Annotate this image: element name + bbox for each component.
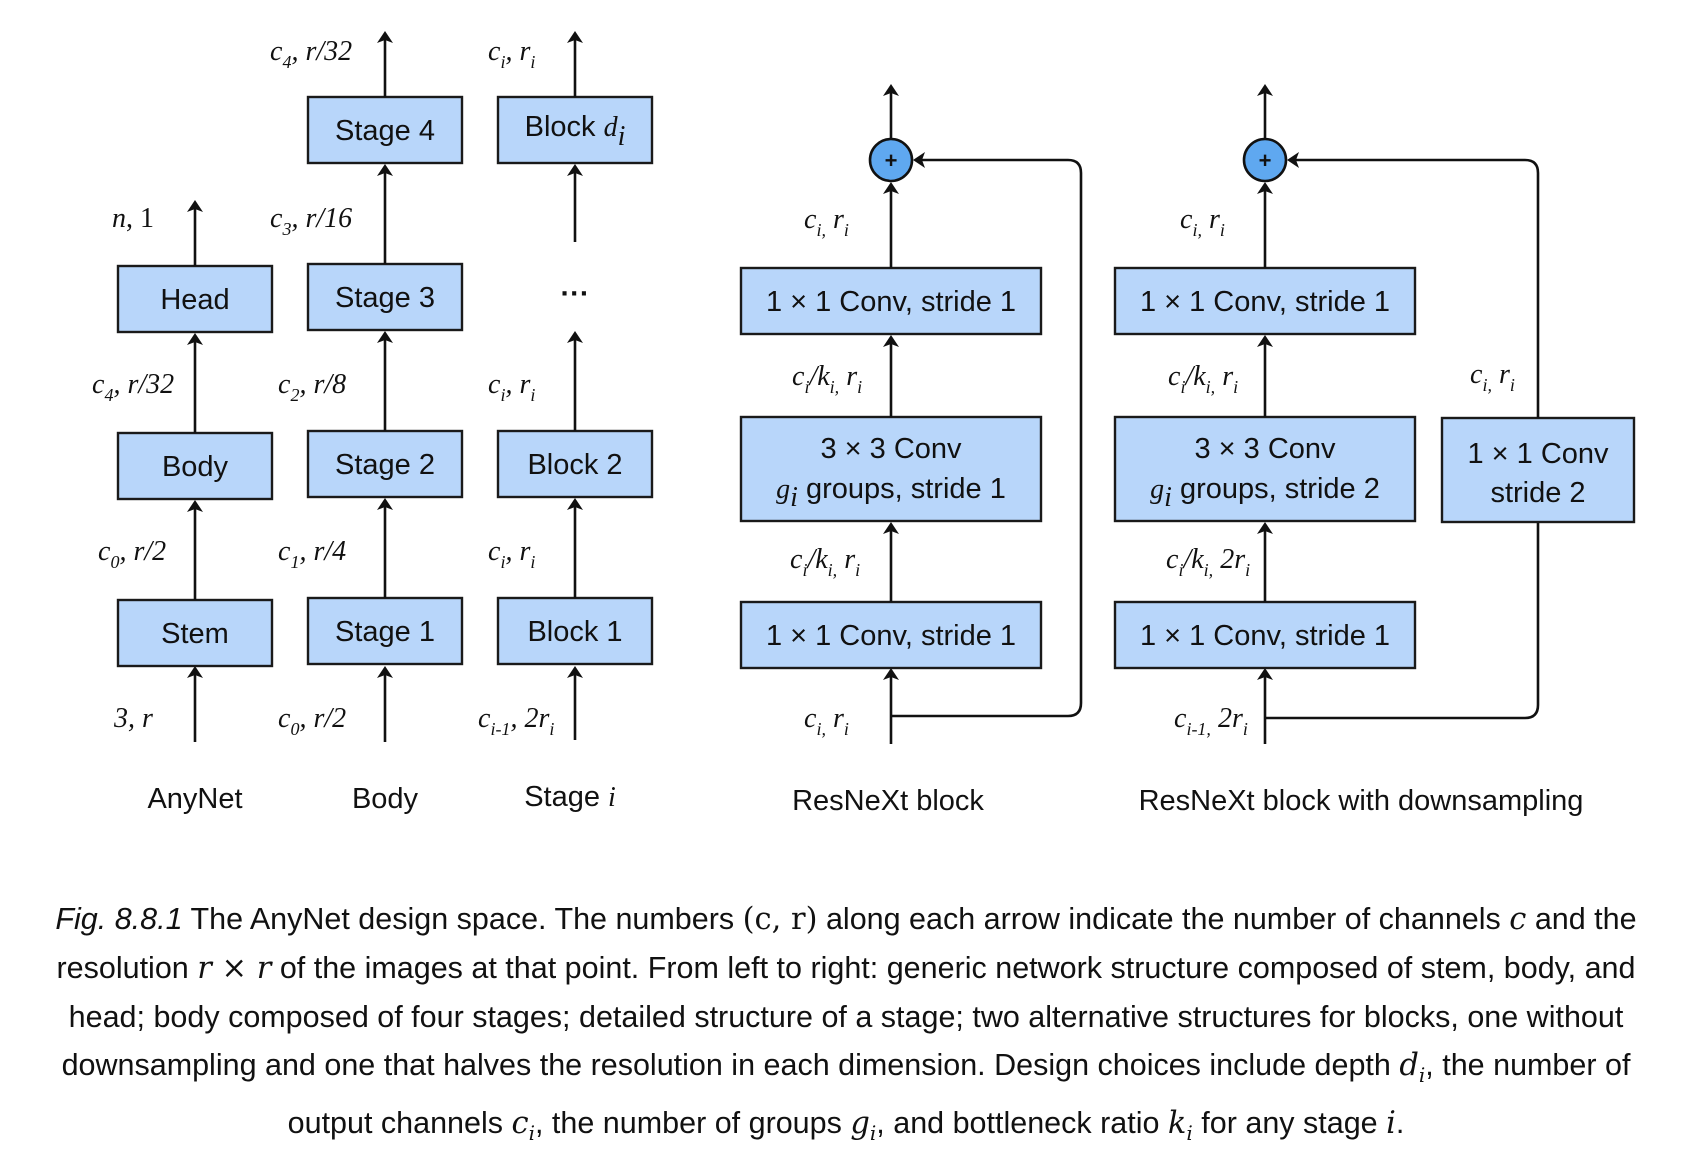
caption-text: and the resolution	[56, 902, 1637, 985]
caption-math: (c, r)	[742, 902, 818, 937]
caption-text: along each arrow indicate the number of …	[817, 902, 1510, 936]
head-output-label: n, 1	[112, 203, 154, 234]
body-input-label: c0, r/2	[278, 703, 346, 739]
resnext-ds-side-conv-line2: stride 2	[1490, 477, 1585, 509]
stage4-label: Stage 4	[335, 115, 435, 147]
resnext-ds-mid-output-label: ci/ki, ri	[1168, 361, 1238, 397]
stage1-label: Stage 1	[335, 616, 435, 648]
resnext-ds-bottom-output-label: ci/ki, 2ri	[1166, 544, 1250, 580]
stem-box	[116, 598, 274, 668]
resnext-ds-bottom-conv-label: 1 × 1 Conv, stride 1	[1140, 620, 1390, 652]
resnext-bottom-conv-box	[739, 600, 1043, 670]
resnext-ds-top-conv-box	[1113, 266, 1417, 336]
resnext-top-output-label: ci, ri	[804, 204, 849, 240]
head-box	[116, 264, 274, 334]
anynet-caption: AnyNet	[147, 783, 242, 815]
resnext-bottom-output-label: ci/ki, ri	[790, 544, 860, 580]
stem-label: Stem	[161, 618, 229, 650]
caption-text: , and bottleneck ratio	[876, 1106, 1168, 1141]
stage3-output-label: c3, r/16	[270, 203, 352, 239]
resnext-ds-mid-conv-line2: gi groups, stride 2	[1150, 473, 1380, 513]
resnext-mid-output-label: ci/ki, ri	[792, 361, 862, 397]
resnext-ds-shortcut-upper	[1287, 152, 1540, 418]
resnext-ds-mid-conv-line1: 3 × 3 Conv	[1194, 433, 1336, 465]
block2-output-label: ci, ri	[488, 369, 535, 405]
resnext-downsampling-column: 1 × 1 Conv, stride 1 3 × 3 Conv gi group…	[1113, 84, 1636, 817]
caption-math: i	[1386, 1106, 1396, 1142]
block-di-label: Block di	[525, 111, 626, 152]
resnext-input-label: ci, ri	[804, 703, 849, 739]
caption-text: .	[1395, 1106, 1405, 1141]
resnext-ds-side-conv-line1: 1 × 1 Conv	[1467, 438, 1609, 470]
caption-math: di	[1399, 1048, 1426, 1088]
resnext-mid-conv-line1: 3 × 3 Conv	[820, 433, 962, 465]
caption-text: for any stage	[1192, 1106, 1387, 1141]
caption-text: The AnyNet design space. The numbers	[182, 902, 743, 936]
stage3-label: Stage 3	[335, 282, 435, 314]
figure-caption: Fig. 8.8.1 The AnyNet design space. The …	[40, 895, 1652, 1157]
stage4-output-label: c4, r/32	[270, 36, 352, 72]
resnext-top-conv-label: 1 × 1 Conv, stride 1	[766, 286, 1016, 318]
body-caption: Body	[352, 783, 419, 815]
stem-output-label: c0, r/2	[98, 536, 166, 572]
stage3-box	[306, 262, 464, 332]
resnext-ds-side-conv-box	[1440, 416, 1636, 524]
resnext-ds-input-label: ci-1, 2ri	[1174, 703, 1248, 739]
resnext-ds-top-conv-label: 1 × 1 Conv, stride 1	[1140, 286, 1390, 318]
resnext-block-column: 1 × 1 Conv, stride 1 3 × 3 Conv gi group…	[739, 84, 1083, 817]
resnext-bottom-conv-label: 1 × 1 Conv, stride 1	[766, 620, 1016, 652]
block-di-box	[496, 95, 654, 165]
caption-text: , the number of output channels	[287, 1048, 1631, 1141]
body-label: Body	[162, 451, 229, 483]
resnext-ds-caption: ResNeXt block with downsampling	[1139, 785, 1584, 817]
resnext-ds-shortcut-lower	[1265, 522, 1540, 720]
stage-column: Block 1 Block 2 ··· Block di ci, ri ci, …	[478, 31, 654, 813]
ellipsis: ···	[561, 278, 590, 310]
figure-number: Fig. 8.8.1	[55, 902, 183, 936]
stage-input-label: ci-1, 2ri	[478, 703, 554, 739]
block1-output-label: ci, ri	[488, 536, 535, 572]
body-output-label: c4, r/32	[92, 369, 174, 405]
stage-caption: Stage i	[524, 781, 616, 813]
plus-icon: +	[885, 148, 898, 173]
block1-label: Block 1	[527, 616, 622, 648]
resnext-ds-bottom-conv-box	[1113, 600, 1417, 670]
stage2-box	[306, 429, 464, 499]
plus-icon: +	[1259, 148, 1272, 173]
resnext-skip-connection	[891, 152, 1083, 718]
stage-output-label: ci, ri	[488, 36, 535, 72]
stage2-label: Stage 2	[335, 449, 435, 481]
resnext-ds-side-output-label: ci, ri	[1470, 359, 1515, 395]
stage2-output-label: c2, r/8	[278, 369, 346, 405]
resnext-ds-mid-conv-box	[1113, 415, 1417, 523]
head-label: Head	[160, 284, 229, 316]
caption-math: c	[1509, 902, 1527, 937]
body-column: Stage 1 Stage 2 Stage 3 Stage 4 c4, r/32…	[270, 31, 464, 815]
caption-math: r × r	[197, 951, 272, 986]
input-label: 3, r	[113, 703, 153, 734]
resnext-top-conv-box	[739, 266, 1043, 336]
block1-box	[496, 596, 654, 666]
resnext-ds-top-output-label: ci, ri	[1180, 204, 1225, 240]
caption-math: ci	[511, 1106, 535, 1146]
anynet-column: Stem Body Head n, 1 c4, r/32 c0, r/2 3, …	[92, 200, 274, 815]
resnext-mid-conv-line2: gi groups, stride 1	[776, 473, 1006, 513]
caption-math: gi	[850, 1106, 877, 1146]
block2-label: Block 2	[527, 449, 622, 481]
resnext-caption: ResNeXt block	[792, 785, 984, 817]
anynet-design-space-diagram: Stem Body Head n, 1 c4, r/32 c0, r/2 3, …	[92, 31, 1636, 817]
stage1-output-label: c1, r/4	[278, 536, 346, 572]
caption-math: ki	[1167, 1106, 1193, 1146]
caption-text: , the number of groups	[534, 1106, 851, 1141]
caption-text: of the images at that point. From left t…	[61, 951, 1636, 1082]
